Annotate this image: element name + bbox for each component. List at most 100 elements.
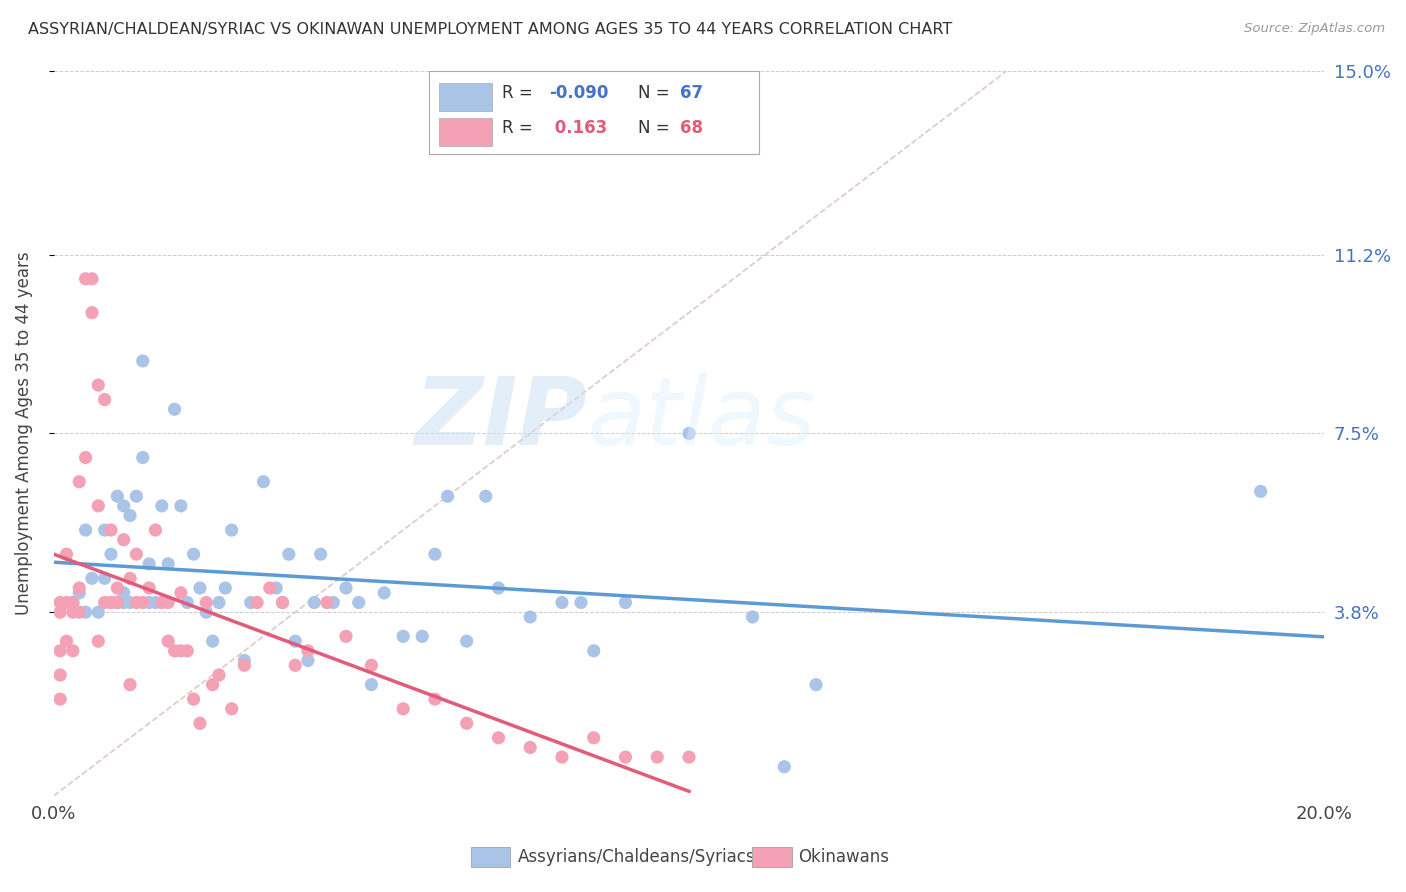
Point xyxy=(75,272,97,286)
Point xyxy=(284,634,307,648)
Text: 68: 68 xyxy=(681,119,703,136)
Point xyxy=(411,629,433,643)
Point xyxy=(423,547,446,561)
Point xyxy=(551,750,574,764)
Point xyxy=(125,547,148,561)
Point xyxy=(125,595,148,609)
Point xyxy=(347,595,370,609)
Point xyxy=(87,634,110,648)
Point xyxy=(233,653,256,667)
Point xyxy=(87,378,110,392)
Point xyxy=(118,571,141,585)
Point xyxy=(170,499,193,513)
Point xyxy=(105,595,128,609)
Point xyxy=(49,668,72,682)
Point xyxy=(316,595,339,609)
Point xyxy=(75,450,97,465)
Point xyxy=(233,658,256,673)
FancyBboxPatch shape xyxy=(429,71,759,154)
Point xyxy=(157,557,180,571)
Point xyxy=(100,547,122,561)
Point xyxy=(55,595,77,609)
Text: atlas: atlas xyxy=(588,374,815,465)
Point xyxy=(67,586,90,600)
Text: ZIP: ZIP xyxy=(415,373,588,465)
Point xyxy=(392,702,415,716)
Point xyxy=(87,605,110,619)
Text: -0.090: -0.090 xyxy=(550,84,609,102)
Point xyxy=(195,595,218,609)
Point xyxy=(62,605,84,619)
Point xyxy=(67,581,90,595)
Point xyxy=(392,629,415,643)
Text: N =: N = xyxy=(638,119,675,136)
Point xyxy=(569,595,592,609)
Point xyxy=(118,678,141,692)
Point xyxy=(360,678,382,692)
Point xyxy=(138,581,160,595)
Point xyxy=(335,581,357,595)
Point xyxy=(456,716,478,731)
Point xyxy=(112,499,135,513)
Point xyxy=(87,499,110,513)
Point xyxy=(614,750,637,764)
Point xyxy=(93,523,115,537)
Point xyxy=(271,595,294,609)
Point xyxy=(582,731,605,745)
Point xyxy=(132,450,155,465)
Point xyxy=(360,658,382,673)
Point xyxy=(75,523,97,537)
Point xyxy=(67,475,90,489)
Point xyxy=(208,668,231,682)
Point xyxy=(271,595,294,609)
Text: Assyrians/Chaldeans/Syriacs: Assyrians/Chaldeans/Syriacs xyxy=(517,848,755,866)
Point xyxy=(163,644,186,658)
Point xyxy=(183,692,205,706)
Text: N =: N = xyxy=(638,84,675,102)
Point xyxy=(163,402,186,417)
Point xyxy=(138,595,160,609)
Point xyxy=(105,581,128,595)
Point xyxy=(201,678,224,692)
Point xyxy=(221,523,243,537)
Point xyxy=(112,595,135,609)
Point xyxy=(678,426,700,441)
Point xyxy=(297,653,319,667)
Point xyxy=(183,547,205,561)
Point xyxy=(80,272,103,286)
Point xyxy=(49,605,72,619)
FancyBboxPatch shape xyxy=(439,118,492,145)
Text: 67: 67 xyxy=(681,84,703,102)
Point xyxy=(118,508,141,523)
Point xyxy=(322,595,344,609)
Point xyxy=(49,644,72,658)
Point xyxy=(145,523,167,537)
Point xyxy=(118,595,141,609)
Text: R =: R = xyxy=(502,84,538,102)
Point xyxy=(62,644,84,658)
Point xyxy=(208,595,231,609)
FancyBboxPatch shape xyxy=(439,83,492,111)
Point xyxy=(105,595,128,609)
Point xyxy=(195,605,218,619)
Point xyxy=(297,644,319,658)
Point xyxy=(804,678,827,692)
Point xyxy=(62,595,84,609)
Point xyxy=(252,475,274,489)
Point xyxy=(488,731,510,745)
Point xyxy=(67,605,90,619)
Text: ASSYRIAN/CHALDEAN/SYRIAC VS OKINAWAN UNEMPLOYMENT AMONG AGES 35 TO 44 YEARS CORR: ASSYRIAN/CHALDEAN/SYRIAC VS OKINAWAN UNE… xyxy=(28,22,952,37)
Point xyxy=(157,595,180,609)
Text: R =: R = xyxy=(502,119,538,136)
Point xyxy=(741,610,763,624)
Point xyxy=(105,489,128,503)
Point xyxy=(488,581,510,595)
Point xyxy=(456,634,478,648)
Point xyxy=(214,581,236,595)
Point xyxy=(239,595,262,609)
Point xyxy=(105,595,128,609)
Point xyxy=(201,634,224,648)
Point xyxy=(62,595,84,609)
Point xyxy=(582,644,605,658)
Point xyxy=(100,595,122,609)
